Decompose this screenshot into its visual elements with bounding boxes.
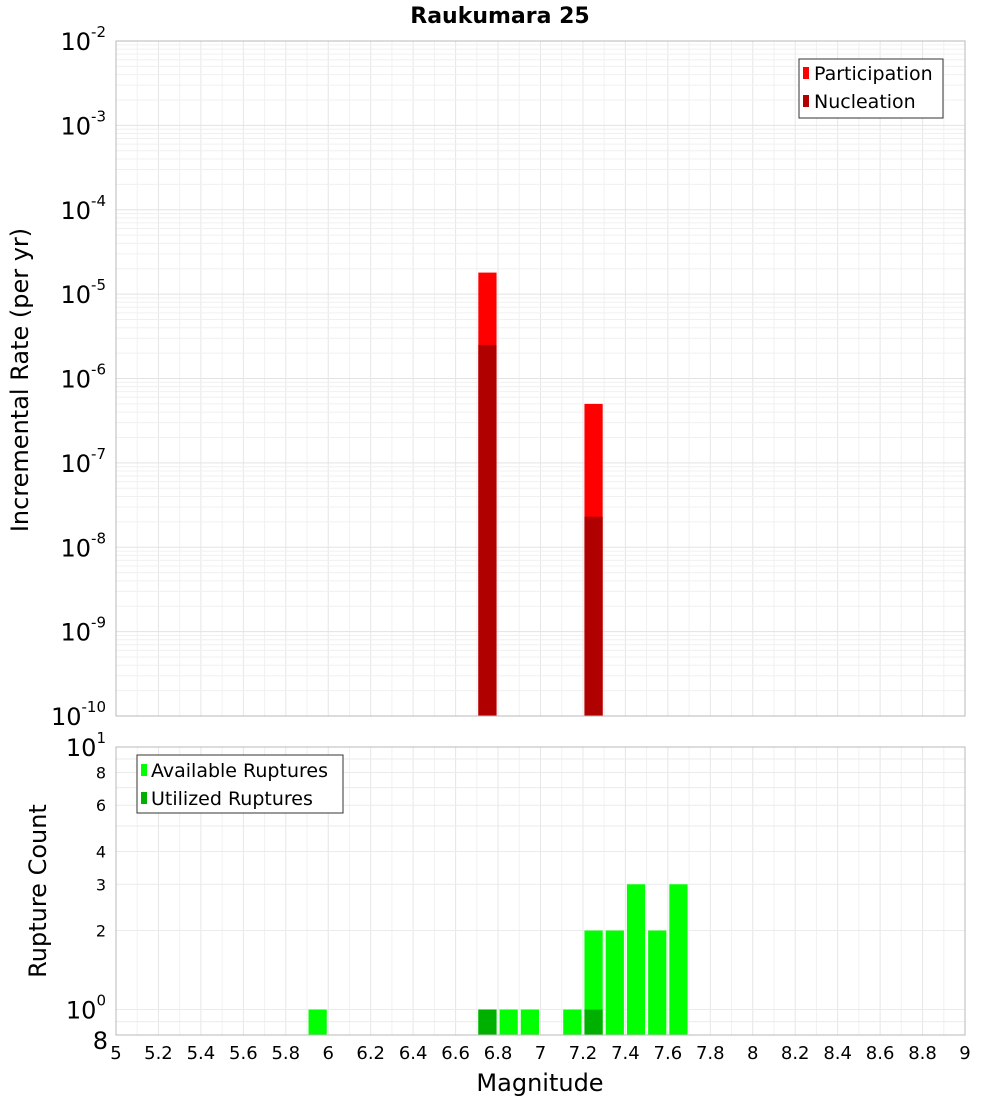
magnitude-tick-label: 6 (323, 1043, 334, 1064)
rate-y-tick-label: 10-9 (60, 614, 106, 647)
count-legend-box (136, 754, 344, 814)
magnitude-tick-label: 7.2 (569, 1043, 598, 1064)
rate-y-tick-label: 10-5 (60, 276, 106, 309)
count-y-tick-label: 3 (96, 875, 106, 894)
rate-plot-panel: 10-10 10-9 10-8 10-7 10-6 10-5 10-4 10-3 10-2 In… (6, 23, 966, 731)
magnitude-tick-label: 8.6 (866, 1043, 895, 1064)
available-ruptures-bar (308, 1009, 327, 1035)
utilized-ruptures-bar (584, 1009, 603, 1035)
count-y-tick-label: 8 (96, 763, 106, 782)
available-ruptures-bar (563, 1009, 582, 1035)
available-ruptures-bar (605, 930, 624, 1035)
available-ruptures-legend-label: Available Ruptures (151, 760, 328, 782)
count-legend: Available Ruptures Utilized Ruptures (136, 754, 344, 814)
rate-y-tick-label: 10-4 (60, 192, 106, 225)
count-plot-frame (115, 746, 966, 1036)
count-y-tick-label: 100 (66, 992, 106, 1025)
magnitude-tick-label: 6.8 (484, 1043, 513, 1064)
magnitude-tick-label: 8.2 (781, 1043, 810, 1064)
magnitude-x-ticks: 5 5.2 5.4 5.6 5.8 6 6.2 6.4 6.6 6.8 7 7.2 7.4 7.6 7.8 8… (110, 1043, 970, 1064)
participation-legend-swatch (803, 67, 809, 79)
nucleation-legend-label: Nucleation (814, 91, 916, 113)
magnitude-tick-label: 8.4 (823, 1043, 852, 1064)
magnitude-tick-label: 7.4 (611, 1043, 640, 1064)
utilized-ruptures-legend-label: Utilized Ruptures (151, 788, 313, 810)
rate-y-tick-label: 10-8 (60, 529, 106, 562)
participation-legend-label: Participation (814, 63, 933, 85)
count-y-tick-label: 4 (96, 842, 106, 861)
available-ruptures-bar (626, 884, 646, 1035)
rate-legend-box (798, 58, 944, 119)
count-y-tick-label: 6 (96, 796, 106, 815)
count-y-tick-label: 101 (66, 729, 106, 762)
magnitude-tick-label: 5.2 (144, 1043, 173, 1064)
rate-y-tick-label: 10-7 (60, 445, 106, 478)
count-y-tick-label: 8 (93, 1027, 108, 1055)
rate-y-axis-label: Incremental Rate (per yr) (6, 228, 34, 532)
magnitude-tick-label: 6.2 (356, 1043, 385, 1064)
magnitude-tick-label: 6.4 (399, 1043, 428, 1064)
magnitude-tick-label: 8 (747, 1043, 758, 1064)
x-axis-label: Magnitude (476, 1069, 603, 1097)
rate-y-tick-label: 10-2 (60, 23, 106, 56)
available-ruptures-bar (648, 930, 667, 1035)
count-y-tick-label: 2 (96, 922, 106, 941)
count-y-axis-label: Rupture Count (24, 804, 52, 978)
rate-plot-grid (115, 41, 966, 717)
utilized-ruptures-bar (478, 1009, 497, 1035)
available-ruptures-bar (499, 1009, 518, 1035)
rate-plot-frame (115, 40, 966, 717)
magnitude-tick-label: 9 (959, 1043, 970, 1064)
rate-y-tick-label: 10-6 (60, 361, 106, 394)
magnitude-tick-label: 5 (110, 1043, 121, 1064)
rate-legend: Participation Nucleation (798, 58, 944, 119)
magnitude-tick-label: 6.6 (441, 1043, 470, 1064)
magnitude-tick-label: 5.8 (271, 1043, 300, 1064)
magnitude-tick-label: 5.6 (229, 1043, 258, 1064)
rate-y-tick-label: 10-3 (60, 107, 106, 140)
available-ruptures-bar (669, 884, 688, 1035)
nucleation-legend-swatch (803, 95, 809, 107)
nucleation-bar (478, 344, 497, 716)
magnitude-tick-label: 7.6 (654, 1043, 683, 1064)
available-ruptures-bar (520, 1009, 539, 1035)
count-plot-bars (308, 884, 688, 1035)
chart-title: Raukumara 25 (410, 4, 589, 29)
magnitude-tick-label: 7.8 (696, 1043, 725, 1064)
utilized-ruptures-legend-swatch (141, 792, 147, 804)
rate-y-ticks: 10-10 10-9 10-8 10-7 10-6 10-5 10-4 10-3 10-2 (51, 23, 106, 731)
nucleation-bar (584, 516, 603, 716)
magnitude-tick-label: 5.4 (187, 1043, 216, 1064)
available-ruptures-bar (584, 930, 603, 1035)
rate-y-tick-label: 10-10 (51, 698, 106, 731)
magnitude-tick-label: 7 (535, 1043, 546, 1064)
rate-plot-bars (478, 272, 603, 716)
available-ruptures-legend-swatch (141, 764, 147, 776)
magnitude-tick-label: 8.8 (908, 1043, 937, 1064)
